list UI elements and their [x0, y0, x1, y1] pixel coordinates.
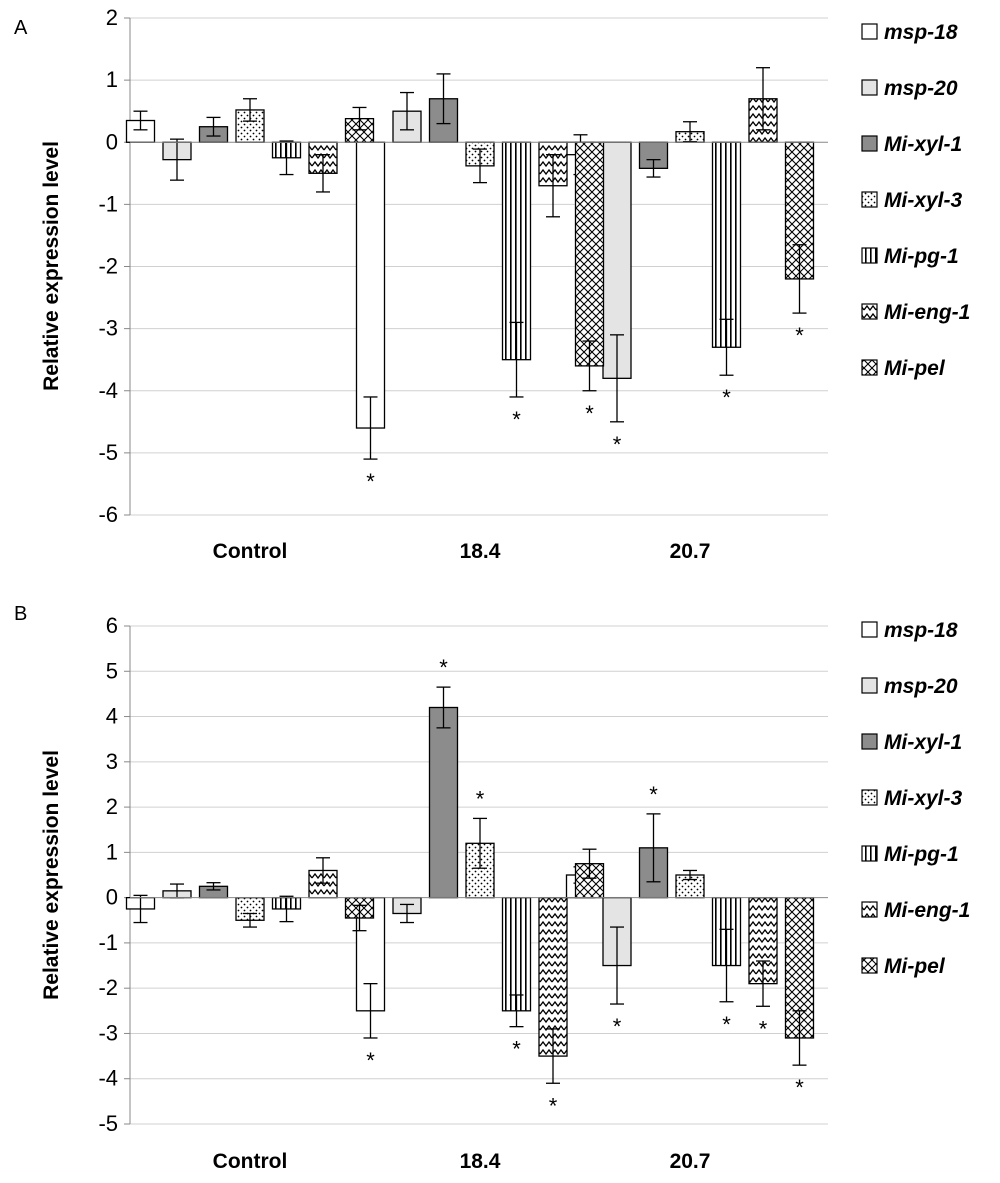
legend-label-mi-pg-1: Mi-pg-1 [884, 245, 959, 268]
significance-star: * [795, 1075, 804, 1100]
y-axis-label: Relative expression level [40, 141, 63, 391]
x-category-label: Control [213, 540, 288, 563]
legend-swatch-msp-20 [861, 677, 878, 694]
y-tick-label: -1 [98, 930, 118, 955]
significance-star: * [439, 655, 448, 680]
y-tick-label: 1 [106, 839, 118, 864]
legend-label-mi-pel: Mi-pel [884, 357, 946, 380]
y-tick-label: -4 [98, 1066, 118, 1091]
legend-label-mi-eng-1: Mi-eng-1 [884, 899, 970, 922]
significance-star: * [366, 1048, 375, 1073]
y-tick-label: 2 [106, 5, 118, 30]
x-category-label: 20.7 [670, 540, 711, 563]
significance-star: * [512, 1037, 521, 1062]
legend-label-mi-xyl-3: Mi-xyl-3 [884, 787, 963, 810]
significance-star: * [549, 1093, 558, 1118]
significance-star: * [613, 1014, 622, 1039]
y-tick-label: -3 [98, 316, 118, 341]
bar-mi-xyl-1-18-4 [428, 706, 459, 899]
legend-label-mi-xyl-1: Mi-xyl-1 [884, 731, 962, 754]
y-tick-label: -6 [98, 502, 118, 527]
legend-swatch-msp-20 [861, 79, 878, 96]
y-tick-label: 2 [106, 794, 118, 819]
legend-swatch-mi-pel [861, 957, 878, 974]
legend-label-mi-eng-1: Mi-eng-1 [884, 301, 970, 324]
legend-swatch-msp-18 [861, 23, 878, 40]
legend-label-msp-20: msp-20 [884, 77, 958, 100]
legend-swatch-msp-18 [861, 621, 878, 638]
legend-swatch-mi-pg-1 [861, 845, 878, 862]
legend-swatch-mi-eng-1 [861, 303, 878, 320]
y-tick-label: -4 [98, 378, 118, 403]
panel-letter: A [14, 17, 28, 39]
chart-panel-b: B 6 5 4 3 2 1 0 -1 -2 -3 -4 -5 Relative expression le… [14, 603, 970, 1173]
significance-star: * [722, 385, 731, 410]
legend-label-msp-18: msp-18 [884, 21, 958, 44]
bar-mi-pg-1-20-7 [711, 141, 742, 348]
x-category-label: 18.4 [460, 540, 501, 563]
legend-label-mi-xyl-1: Mi-xyl-1 [884, 133, 962, 156]
y-tick-label: 0 [106, 129, 118, 154]
y-tick-label: 3 [106, 749, 118, 774]
significance-star: * [722, 1012, 731, 1037]
legend-label-mi-pg-1: Mi-pg-1 [884, 843, 959, 866]
legend-label-mi-pel: Mi-pel [884, 955, 946, 978]
bar-mi-eng-1-control [308, 869, 338, 899]
significance-star: * [759, 1016, 768, 1041]
y-tick-label: -1 [98, 191, 118, 216]
y-axis-label: Relative expression level [40, 750, 63, 1000]
y-tick-label: 4 [106, 704, 118, 729]
y-tick-label: 0 [106, 885, 118, 910]
x-category-label: 18.4 [460, 1150, 501, 1173]
y-tick-label: 1 [106, 67, 118, 92]
legend-swatch-mi-eng-1 [861, 901, 878, 918]
bar-mi-pg-1-18-4 [501, 896, 532, 1012]
significance-star: * [512, 407, 521, 432]
legend-swatch-mi-xyl-1 [861, 733, 878, 750]
x-category-label: Control [213, 1150, 288, 1173]
legend-label-msp-18: msp-18 [884, 619, 958, 642]
significance-star: * [613, 432, 622, 457]
significance-star: * [476, 786, 485, 811]
significance-star: * [585, 401, 594, 426]
y-tick-label: 6 [106, 613, 118, 638]
significance-star: * [366, 469, 375, 494]
bar-msp-18-18-4 [355, 141, 386, 429]
legend-swatch-mi-pel [861, 359, 878, 376]
significance-star: * [795, 323, 804, 348]
legend-label-msp-20: msp-20 [884, 675, 958, 698]
legend-swatch-mi-pg-1 [861, 247, 878, 264]
y-tick-label: -5 [98, 440, 118, 465]
y-tick-label: -2 [98, 254, 118, 279]
legend-swatch-mi-xyl-1 [861, 135, 878, 152]
y-tick-label: -3 [98, 1020, 118, 1045]
legend-swatch-mi-xyl-3 [861, 789, 878, 806]
bar-mi-pel-18-4 [574, 141, 605, 367]
panel-letter: B [14, 603, 27, 625]
x-category-label: 20.7 [670, 1150, 711, 1173]
y-tick-label: -5 [98, 1111, 118, 1136]
significance-star: * [649, 782, 658, 807]
legend-label-mi-xyl-3: Mi-xyl-3 [884, 189, 963, 212]
chart-panel-a: A 2 1 0 -1 -2 -3 -4 -5 -6 Relative expression leve… [14, 5, 970, 563]
legend-swatch-mi-xyl-3 [861, 191, 878, 208]
y-tick-label: -2 [98, 975, 118, 1000]
y-tick-label: 5 [106, 658, 118, 683]
